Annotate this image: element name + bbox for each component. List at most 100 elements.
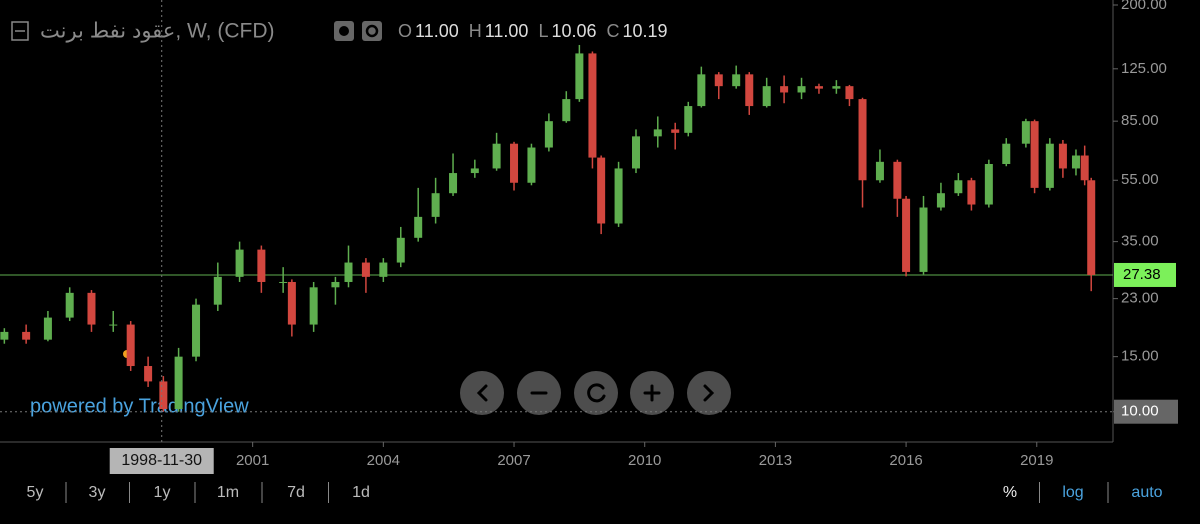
- y-tick-label: 55.00: [1121, 171, 1159, 188]
- candle-body: [126, 324, 135, 367]
- x-tick-label: 2004: [367, 452, 400, 469]
- scroll-left-button[interactable]: [460, 371, 504, 415]
- left-icon: [476, 384, 488, 402]
- ohlc-key: C: [607, 21, 620, 41]
- candle-body: [544, 121, 553, 148]
- range-button[interactable]: 1y: [154, 484, 171, 501]
- nav-buttons: [460, 371, 731, 415]
- crosshair-price-box: [1114, 399, 1178, 424]
- candle-body: [832, 86, 841, 89]
- candle-body: [174, 356, 183, 410]
- crosshair-price: 10.00: [1121, 403, 1159, 420]
- scale-option[interactable]: auto: [1131, 484, 1162, 501]
- range-button[interactable]: 3y: [89, 484, 106, 501]
- candle-body: [279, 281, 288, 283]
- candle-body: [632, 136, 640, 169]
- candle-body: [875, 161, 884, 181]
- candle-body: [614, 168, 623, 224]
- crosshair-date-box: [109, 448, 214, 474]
- reset-button[interactable]: [574, 371, 618, 415]
- y-tick-label: 85.00: [1121, 112, 1159, 129]
- candle-body: [697, 74, 706, 107]
- candle-body: [1071, 155, 1080, 169]
- visibility-icon-eye: [339, 26, 349, 36]
- candle-body: [1087, 180, 1096, 275]
- candle-body: [414, 216, 423, 238]
- x-tick-label: 2013: [759, 452, 792, 469]
- y-tick-label: 125.00: [1121, 60, 1167, 77]
- candle-body: [562, 99, 571, 122]
- candle-body: [575, 53, 584, 100]
- candle-body: [597, 157, 606, 224]
- candle-body: [714, 74, 723, 87]
- last-price-label: 27.38: [1123, 266, 1161, 283]
- candle-body: [797, 86, 806, 93]
- candle-body: [858, 99, 867, 181]
- candle-body: [87, 292, 96, 325]
- ohlc-value: 10.06: [551, 21, 596, 41]
- candle-body: [396, 237, 405, 263]
- y-tick-label: 200.00: [1121, 0, 1167, 13]
- ohlc-key: L: [538, 21, 548, 41]
- candle-body: [954, 180, 963, 194]
- y-tick-label: 35.00: [1121, 233, 1159, 250]
- candle-body: [653, 129, 662, 137]
- crosshair-date: 1998-11-30: [121, 452, 202, 469]
- candle-body: [0, 331, 9, 340]
- candle-body: [144, 366, 153, 382]
- candle-body: [967, 180, 976, 205]
- candle-body: [379, 262, 388, 277]
- candle-body: [1045, 143, 1054, 188]
- candle-body: [449, 173, 458, 194]
- settings-icon[interactable]: [362, 21, 382, 41]
- candle-body: [671, 129, 680, 133]
- candle-body: [22, 331, 31, 340]
- symbol-title: عقود نفط برنت, W, (CFD): [40, 20, 274, 44]
- candle-body: [470, 168, 479, 174]
- candle-body: [780, 86, 789, 93]
- scroll-right-button[interactable]: [687, 371, 731, 415]
- candle-body: [919, 207, 928, 272]
- nav-icons: [476, 383, 715, 403]
- candle-body: [510, 143, 519, 183]
- candle-body: [745, 74, 754, 107]
- candle-body: [65, 292, 74, 318]
- candle-body: [192, 304, 201, 357]
- candle-body: [1002, 143, 1011, 165]
- candle-body: [1030, 121, 1039, 188]
- ohlc-key: H: [469, 21, 482, 41]
- candle-body: [43, 317, 52, 340]
- range-button[interactable]: 7d: [287, 484, 305, 501]
- range-button[interactable]: 1m: [217, 484, 239, 501]
- ohlc-value: 11.00: [415, 21, 459, 41]
- candle-body: [984, 164, 993, 205]
- range-button[interactable]: 5y: [27, 484, 44, 501]
- watermark: powered by TradingView: [30, 395, 249, 417]
- scale-option[interactable]: %: [1003, 484, 1017, 501]
- right-icon: [703, 384, 715, 402]
- x-tick-label: 2010: [628, 452, 661, 469]
- range-button[interactable]: 1d: [352, 484, 370, 501]
- candle-body: [159, 381, 168, 410]
- candle-body: [1058, 143, 1067, 169]
- ohlc-key: O: [398, 21, 412, 41]
- x-tick-label: 2007: [497, 452, 530, 469]
- ohlc-value: 11.00: [485, 21, 529, 41]
- candle-body: [1021, 121, 1030, 144]
- candle-body: [431, 193, 440, 217]
- candle-body: [845, 86, 854, 100]
- scale-option[interactable]: log: [1062, 484, 1083, 501]
- collapse-icon[interactable]: [11, 21, 29, 41]
- candle-body: [588, 53, 597, 158]
- candle-body: [936, 193, 945, 208]
- last-price-box: [1114, 262, 1176, 287]
- x-tick-label: 2001: [236, 452, 269, 469]
- candle-body: [1080, 155, 1089, 181]
- candle-body: [344, 262, 353, 282]
- candle-body: [361, 262, 370, 277]
- x-tick-label: 2016: [889, 452, 922, 469]
- reset-icon: [587, 383, 606, 403]
- candle-body: [109, 324, 118, 326]
- candle-body: [684, 106, 693, 133]
